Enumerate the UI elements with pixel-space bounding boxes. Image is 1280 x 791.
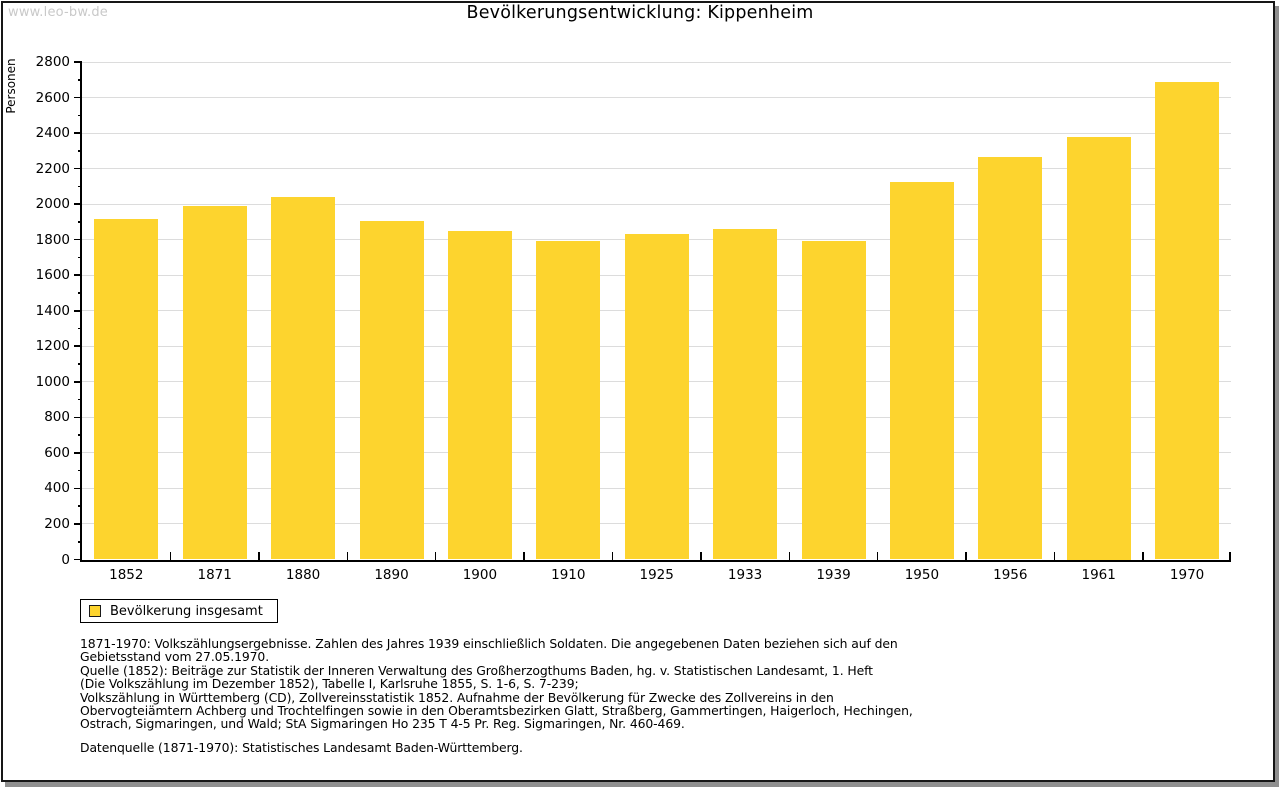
gridline (81, 203, 1231, 205)
x-axis-tick-label: 1939 (816, 566, 851, 583)
y-axis-major-tick (74, 345, 82, 348)
x-axis-tick-label: 1961 (1081, 566, 1116, 583)
x-axis-line (79, 559, 1231, 562)
x-axis-minor-tick (611, 551, 614, 560)
y-axis-major-tick (74, 416, 82, 419)
bar-1956 (978, 157, 1043, 560)
y-axis-major-tick (74, 203, 82, 205)
chart-title: Bevölkerungsentwicklung: Kippenheim (466, 3, 814, 23)
x-axis-minor-tick (258, 551, 260, 560)
x-axis-tick-label: 1970 (1169, 566, 1205, 583)
y-axis-major-tick (74, 61, 82, 63)
footnote-line: Volkszählung in Württemberg (CD), Zollve… (80, 689, 834, 705)
x-axis-minor-tick (434, 551, 437, 560)
x-axis-minor-tick (523, 551, 525, 560)
y-axis-tick-label: 1400 (35, 302, 70, 319)
y-axis-major-tick (74, 132, 82, 134)
y-axis-tick-label: 0 (61, 551, 70, 568)
footnotes: 1871-1970: Volkszählungsergebnisse. Zahl… (80, 637, 930, 731)
y-axis-tick-label: 800 (44, 409, 70, 426)
x-axis-minor-tick (700, 551, 702, 560)
y-axis-major-tick (74, 96, 82, 99)
x-axis-tick-label: 1890 (374, 566, 409, 583)
y-axis-major-tick (74, 487, 82, 490)
footnote-line: 1871-1970: Volkszählungsergebnisse. Zahl… (80, 636, 898, 651)
y-axis-tick-label: 2400 (35, 125, 70, 142)
x-axis-tick-label: 1900 (462, 566, 498, 583)
x-axis-tick-label: 1880 (285, 566, 321, 583)
y-axis-tick-label: 600 (44, 444, 70, 461)
bar-1970 (1155, 82, 1220, 560)
gridline (81, 97, 1231, 99)
legend-label: Bevölkerung insgesamt (110, 603, 263, 619)
y-axis-tick-label: 400 (44, 480, 70, 497)
legend-swatch-icon (89, 605, 101, 617)
x-axis-minor-tick (788, 551, 791, 560)
y-axis-major-tick (74, 238, 82, 241)
y-axis-tick-label: 2200 (35, 160, 70, 177)
x-axis-minor-tick (1142, 551, 1144, 560)
y-axis-major-tick (74, 452, 82, 454)
y-axis-major-tick (74, 309, 82, 312)
y-axis-tick-label: 1000 (35, 373, 70, 390)
x-axis-tick-label: 1933 (727, 566, 763, 583)
bar-1852 (94, 218, 159, 560)
bar-1925 (624, 234, 689, 560)
x-axis-end-tick (1229, 551, 1231, 560)
datasource-note: Datenquelle (1871-1970): Statistisches L… (80, 740, 523, 755)
y-axis-major-tick (74, 558, 82, 561)
bar-1933 (713, 228, 778, 560)
bar-1890 (359, 221, 424, 560)
y-axis-tick-label: 2600 (35, 89, 70, 106)
footnote-line: Gebietsstand vom 27.05.1970. (80, 649, 270, 665)
bar-1950 (889, 182, 954, 560)
x-axis-tick-label: 1910 (551, 566, 586, 583)
x-axis-tick-label: 1925 (639, 566, 674, 583)
y-axis-major-tick (74, 523, 82, 525)
bar-1961 (1066, 136, 1131, 560)
bar-1910 (536, 241, 601, 560)
x-axis-tick-label: 1852 (109, 566, 144, 583)
y-axis-major-tick (74, 274, 82, 276)
x-axis-minor-tick (965, 551, 967, 560)
y-axis-major-tick (74, 167, 82, 170)
legend: Bevölkerung insgesamt (80, 599, 278, 623)
bar-1871 (182, 206, 247, 560)
y-axis-tick-label: 1800 (35, 231, 70, 248)
x-axis-minor-tick (346, 551, 349, 560)
footnote-line: Ostrach, Sigmaringen, und Wald; StA Sigm… (80, 716, 685, 732)
footnote-line: (Die Volkszählung im Dezember 1852), Tab… (80, 676, 579, 692)
bar-1880 (271, 196, 336, 560)
y-axis-line (79, 62, 82, 562)
x-axis-minor-tick (169, 551, 172, 560)
y-axis-tick-label: 200 (44, 515, 70, 532)
x-axis-minor-tick (1053, 551, 1056, 560)
x-axis-minor-tick (876, 551, 879, 560)
gridline (81, 132, 1231, 134)
x-axis-tick-label: 1956 (993, 566, 1028, 583)
x-axis-tick-label: 1871 (197, 566, 232, 583)
y-axis-tick-label: 2000 (35, 196, 70, 213)
y-axis-tick-label: 2800 (35, 54, 70, 70)
x-axis-tick-label: 1950 (904, 566, 940, 583)
bar-1939 (801, 240, 866, 560)
watermark: www.leo-bw.de (8, 5, 109, 20)
gridline (81, 61, 1231, 63)
bar-1900 (447, 230, 512, 560)
gridline (81, 168, 1231, 170)
y-axis-major-tick (74, 381, 82, 383)
footnote-line: Obervogteiämtern Achberg und Trochtelfin… (80, 703, 913, 719)
y-axis-tick-label: 1600 (35, 267, 70, 284)
y-axis-tick-label: 1200 (35, 338, 70, 355)
footnote-line: Quelle (1852): Beiträge zur Statistik de… (80, 662, 873, 678)
